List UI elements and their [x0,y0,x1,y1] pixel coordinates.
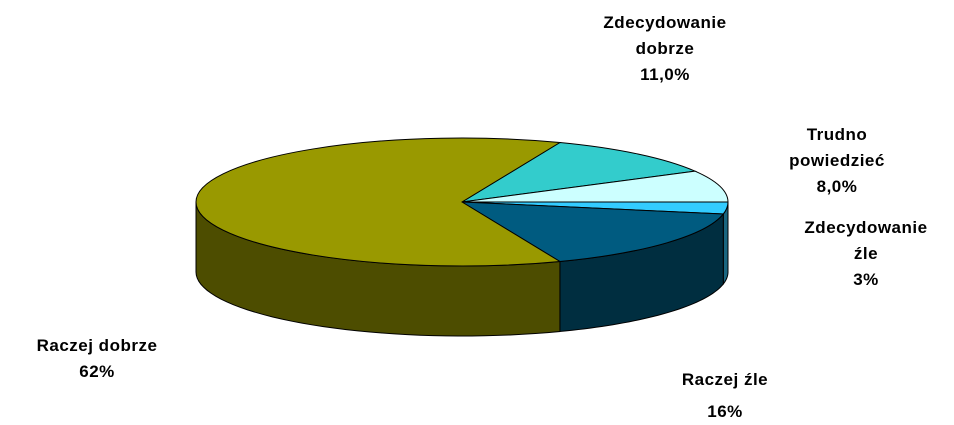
value-label: 8,0% [816,177,858,196]
category-label: Raczej dobrze [36,336,158,355]
value-label: 3% [853,270,879,289]
slice-label: Zdecydowanie źle 3% [791,215,941,293]
slice-label: Raczej dobrze 62% [0,333,207,385]
slice [461,141,697,203]
value-label: 16% [707,402,743,421]
slice [195,137,562,267]
slice-label: Raczej źle 16% [625,367,825,425]
slice-label: Trudno powiedzieć 8,0% [767,122,907,200]
category-label: Zdecydowanie źle [804,218,928,263]
value-label: 11,0% [640,65,690,84]
slice-label: Zdecydowanie dobrze 11,0% [590,10,740,88]
category-label: Trudno powiedzieć [789,125,885,170]
slice [461,201,725,263]
category-label: Raczej źle [681,370,769,389]
slice [461,170,729,203]
slice-side [722,201,729,286]
category-label: Zdecydowanie dobrze [603,13,727,58]
value-label: 62% [79,362,115,381]
